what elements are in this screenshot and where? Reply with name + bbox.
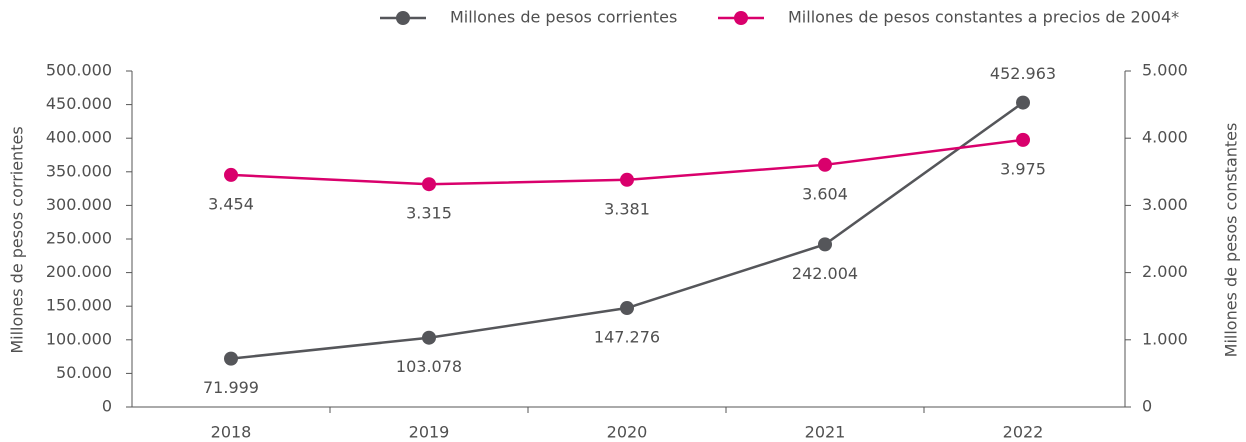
point (620, 172, 634, 187)
legend-marker (396, 11, 410, 25)
y-axis-title: Millones de pesos corrientes (8, 126, 27, 353)
y2-tick-label: 2.000 (1142, 262, 1188, 281)
legend-label: Millones de pesos constantes a precios d… (788, 8, 1179, 27)
y-tick-label: 450.000 (46, 94, 112, 113)
series-line (230, 101, 1024, 360)
x-tick-label: 2022 (1003, 423, 1044, 442)
point (422, 330, 436, 345)
y-tick-label: 0 (102, 397, 112, 416)
y-tick-label: 150.000 (46, 296, 112, 315)
y-tick-label: 500.000 (46, 61, 112, 80)
y2-tick-label: 3.000 (1142, 195, 1188, 214)
y-tick-label: 100.000 (46, 329, 112, 348)
y2-tick-label: 0 (1142, 397, 1152, 416)
legend-marker (734, 11, 748, 25)
x-tick-label: 2019 (409, 423, 450, 442)
data-label: 242.004 (792, 264, 858, 283)
y-tick-label: 400.000 (46, 128, 112, 147)
data-label: 3.975 (1000, 159, 1046, 178)
point (620, 301, 634, 316)
point (224, 351, 238, 366)
y-tick-label: 300.000 (46, 195, 112, 214)
point (1016, 132, 1030, 147)
data-label: 3.454 (208, 194, 254, 213)
data-label: 452.963 (990, 64, 1056, 83)
x-tick-label: 2018 (211, 423, 252, 442)
point (224, 167, 238, 182)
legend-label: Millones de pesos corrientes (450, 8, 677, 27)
data-label: 71.999 (203, 378, 259, 397)
y2-tick-label: 5.000 (1142, 61, 1188, 80)
point (1016, 95, 1030, 110)
point (422, 177, 436, 192)
point (818, 157, 832, 172)
y2-tick-label: 1.000 (1142, 329, 1188, 348)
x-tick-label: 2021 (805, 423, 846, 442)
y-tick-label: 350.000 (46, 161, 112, 180)
y2-axis-title: Millones de pesos constantes (1222, 123, 1241, 358)
y-tick-label: 200.000 (46, 262, 112, 281)
y-tick-label: 50.000 (56, 363, 112, 382)
data-label: 3.381 (604, 199, 650, 218)
y2-tick-label: 4.000 (1142, 128, 1188, 147)
y-tick-label: 250.000 (46, 229, 112, 248)
data-label: 147.276 (594, 328, 660, 347)
data-label: 103.078 (396, 357, 462, 376)
data-label: 3.604 (802, 184, 848, 203)
x-tick-label: 2020 (607, 423, 648, 442)
point (818, 237, 832, 252)
data-label: 3.315 (406, 204, 452, 223)
